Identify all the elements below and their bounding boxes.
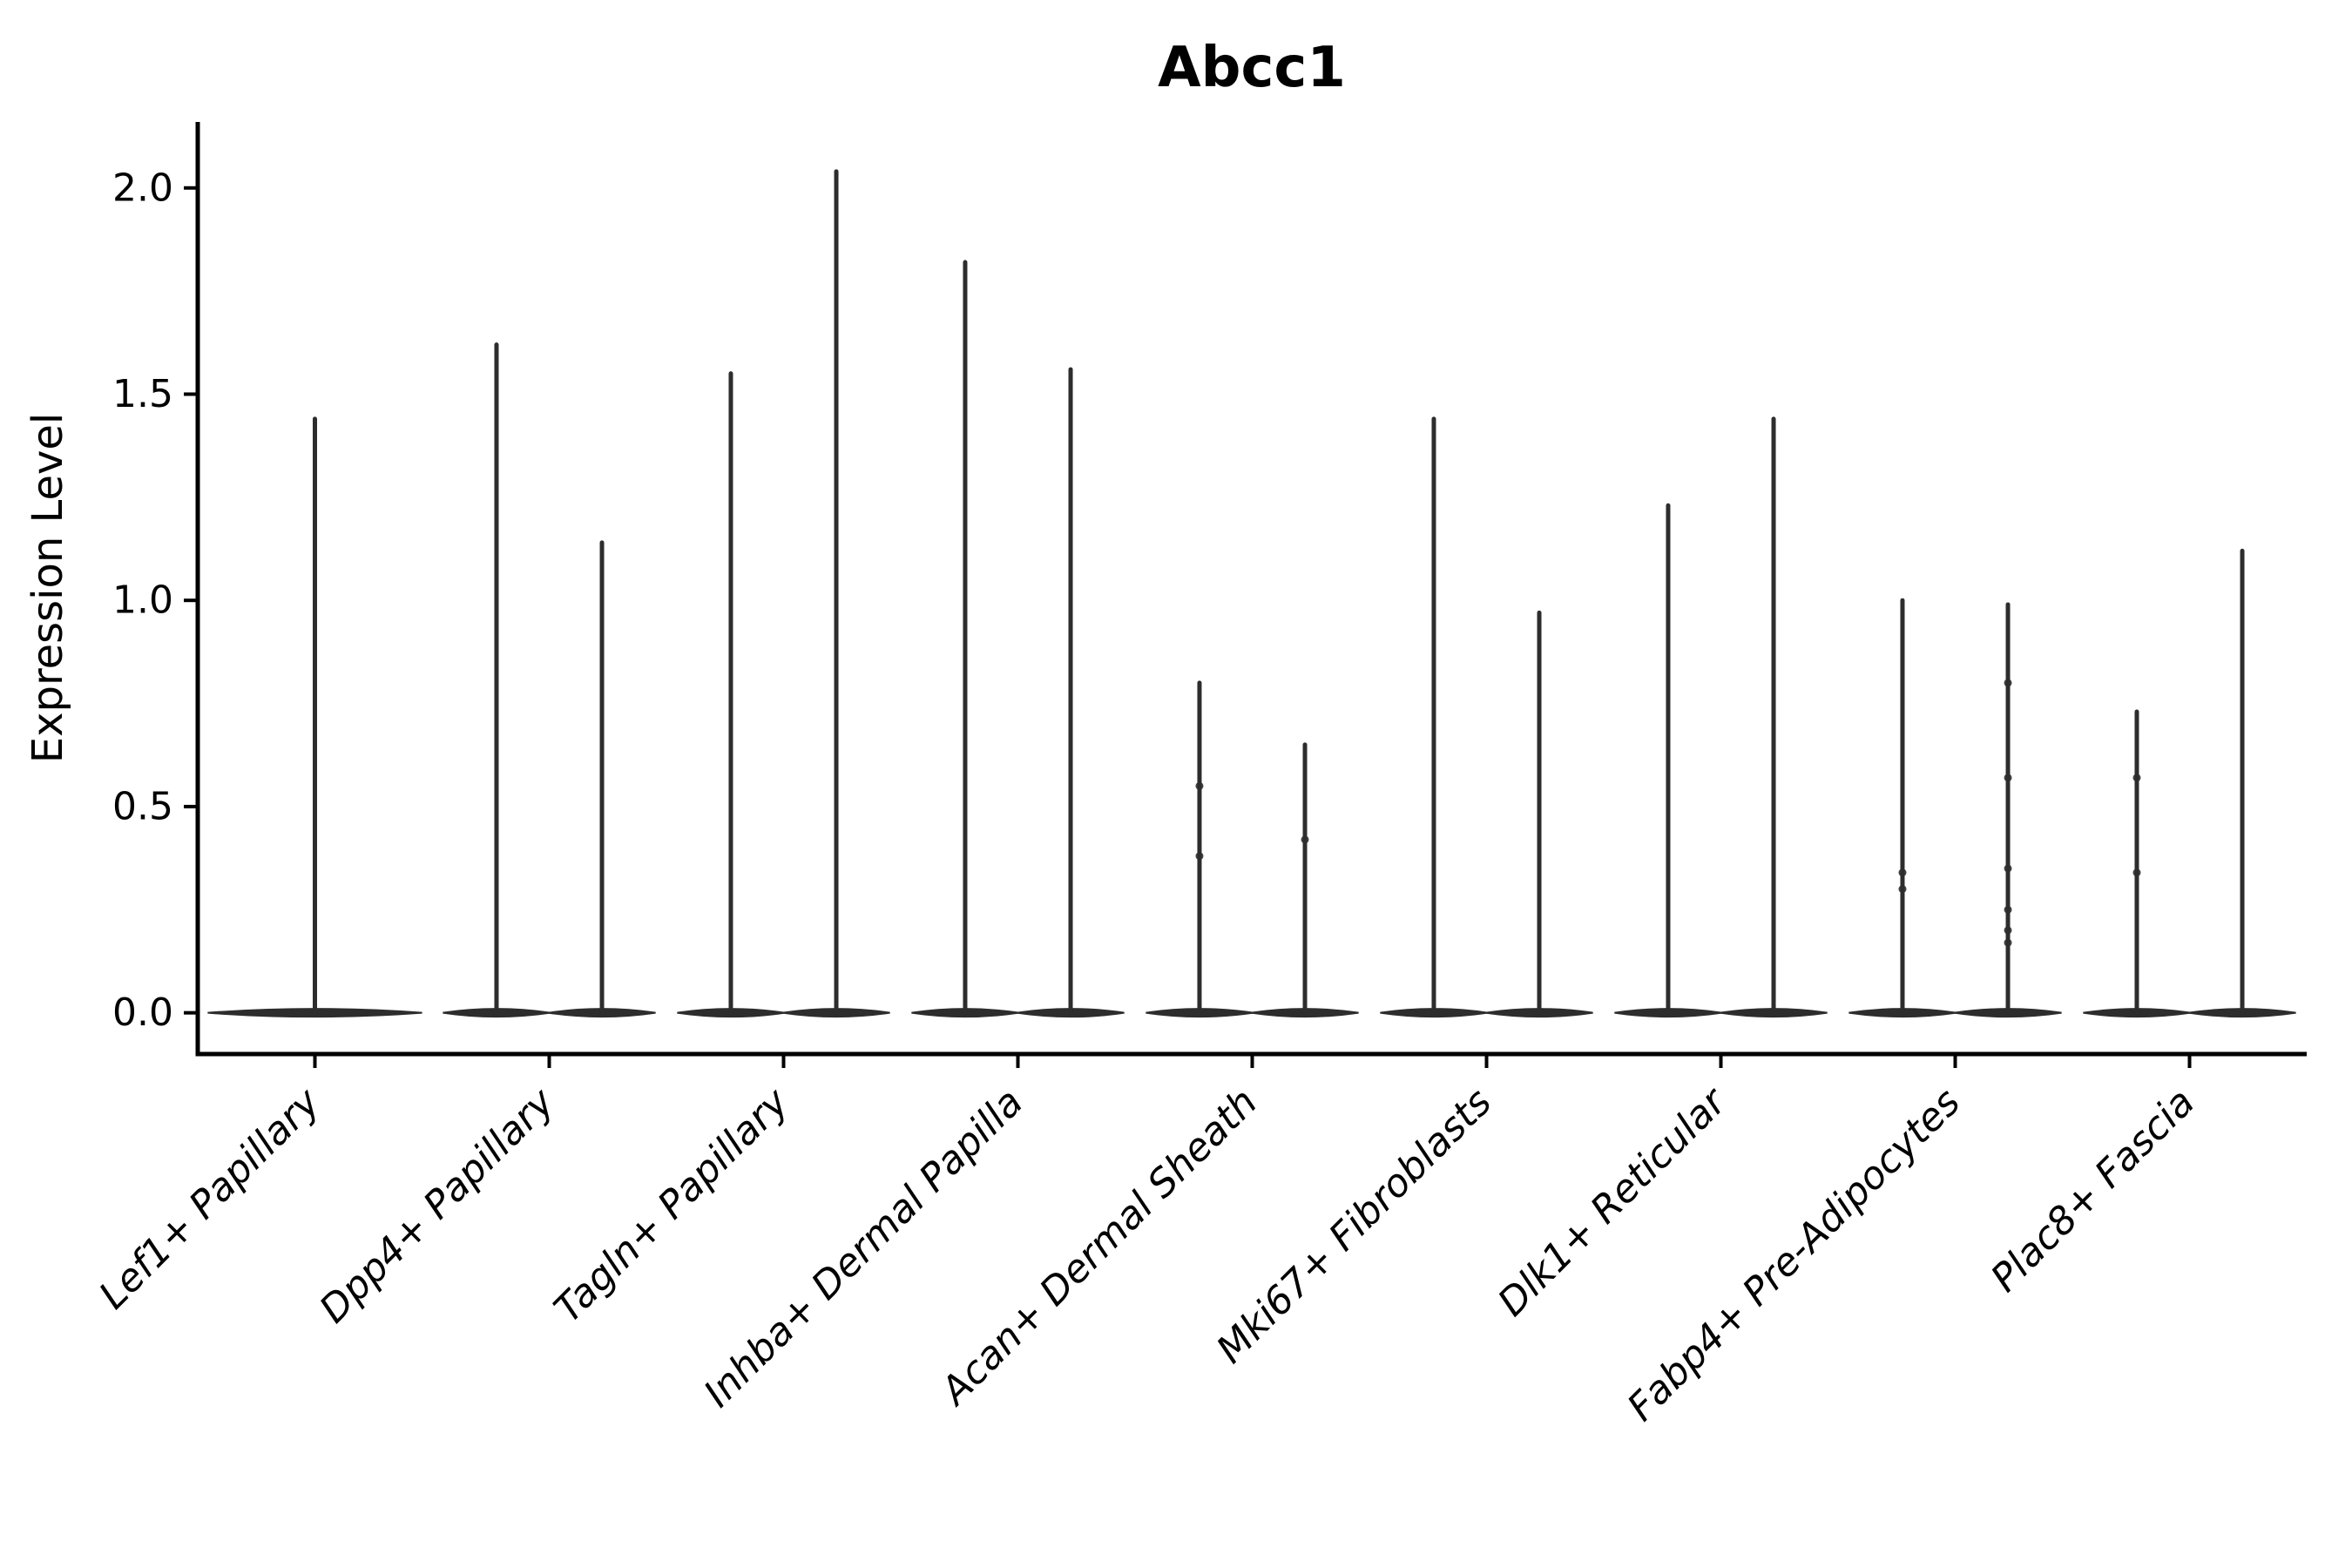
y-tick-label: 2.0	[112, 166, 173, 210]
data-point	[2132, 868, 2141, 877]
data-point	[2004, 938, 2012, 947]
data-point	[2004, 864, 2012, 873]
y-tick-label: 1.0	[112, 578, 173, 623]
data-point	[2004, 774, 2012, 782]
x-tick-label: Dlk1+ Reticular	[1490, 1078, 1736, 1325]
y-tick-label: 1.5	[112, 372, 173, 416]
data-point	[2004, 679, 2012, 687]
y-tick-label: 0.5	[112, 784, 173, 828]
y-tick-label: 0.0	[112, 990, 173, 1035]
data-point	[2004, 905, 2012, 914]
x-tick-label: Lef1+ Papillary	[91, 1079, 329, 1318]
data-point	[1898, 885, 1907, 894]
data-point	[2132, 774, 2141, 782]
data-point	[1195, 781, 1204, 790]
data-point	[1301, 835, 1309, 844]
chart-title: Abcc1	[1158, 36, 1346, 100]
data-point	[1898, 868, 1907, 877]
data-point	[2004, 926, 2012, 935]
x-tick-label: Dpp4+ Papillary	[311, 1079, 564, 1332]
data-point	[1195, 852, 1204, 861]
x-tick-label: Tagln+ Papillary	[546, 1079, 798, 1331]
x-tick-label: Plac8+ Fascia	[1983, 1080, 2203, 1301]
